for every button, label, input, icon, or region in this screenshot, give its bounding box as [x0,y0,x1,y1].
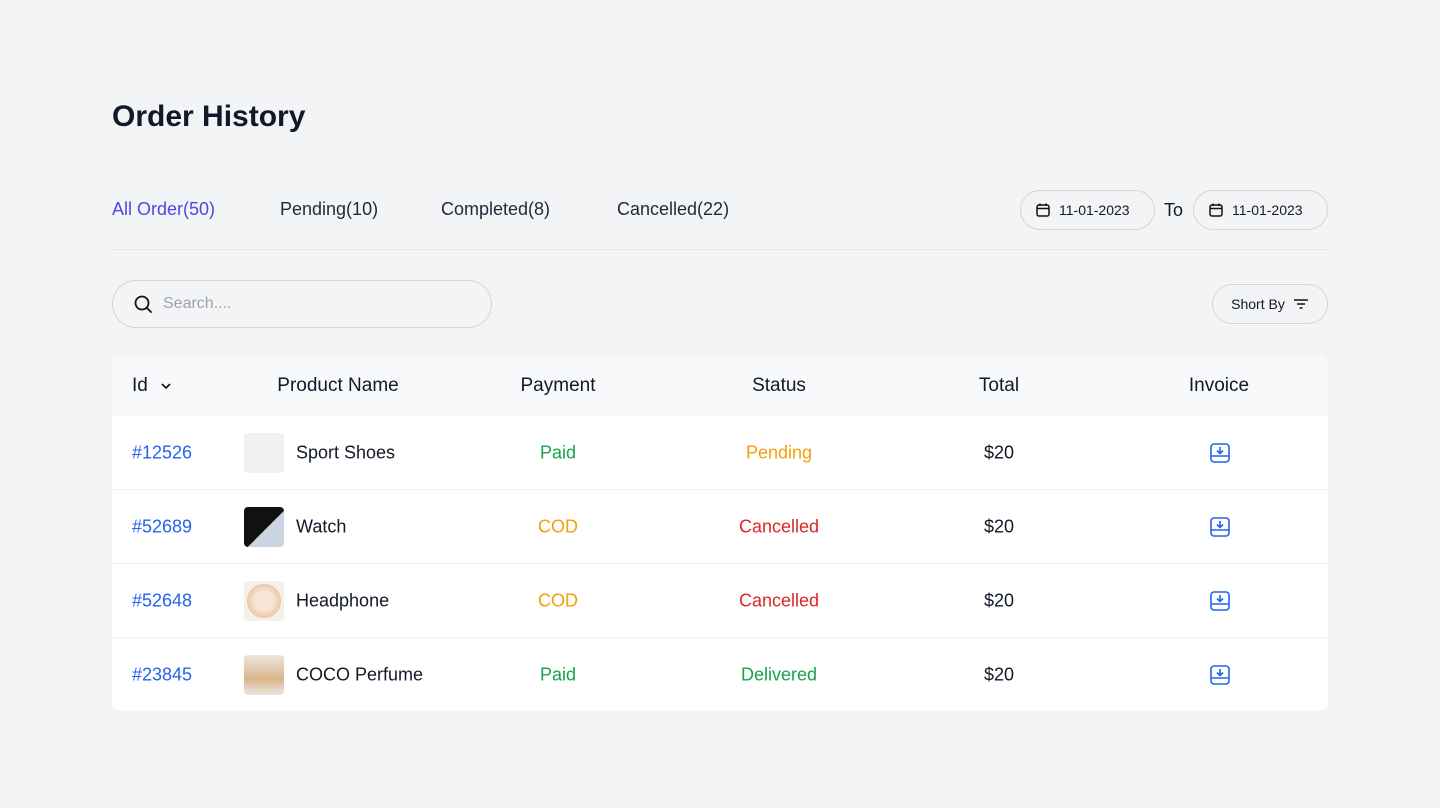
status: Cancelled [738,516,820,536]
product-image [244,581,284,621]
table-header: Id Product Name Payment Status Total Inv… [112,356,1328,416]
column-header: Total [978,375,1020,396]
product-name: COCO Perfume [296,664,424,684]
invoice-download[interactable] [1209,442,1231,464]
invoice-download[interactable] [1209,590,1231,612]
tab[interactable]: All Order(50) [112,199,216,219]
invoice-download[interactable] [1209,664,1231,686]
payment: Paid [539,664,577,684]
tab[interactable]: Completed(8) [441,199,551,219]
tab[interactable]: Cancelled(22) [617,199,730,219]
column-header: Product Name [277,375,399,396]
order-id[interactable]: #23845 [132,664,193,684]
status: Cancelled [738,590,820,610]
column-header: Status [752,375,806,396]
filter-icon [1293,299,1308,309]
calendar-icon [1036,203,1050,217]
date-text: 11-01-2023 [1059,202,1130,218]
date-separator: To [1164,200,1184,220]
total: $20 [983,442,1015,462]
product-image [244,433,284,473]
table-row: #12526 Sport Shoes Paid Pending $20 [112,416,1328,490]
order-id[interactable]: #52689 [132,516,193,536]
sort-label: Short By [1231,296,1285,312]
total: $20 [983,516,1015,536]
column-header[interactable]: Id [132,375,148,396]
page-title: Order History [112,100,306,133]
payment: COD [538,516,578,536]
divider [112,249,1328,250]
date-from[interactable]: 11-01-2023 [1020,190,1155,230]
invoice-download[interactable] [1209,516,1231,538]
order-id[interactable]: #12526 [132,442,193,462]
total: $20 [983,590,1015,610]
payment: Paid [539,442,577,462]
product-image [244,655,284,695]
order-id[interactable]: #52648 [132,590,193,610]
table-row: #52648 Headphone COD Cancelled $20 [112,564,1328,638]
date-text: 11-01-2023 [1232,202,1303,218]
product-name: Sport Shoes [296,442,396,462]
product-name: Watch [296,516,347,536]
table-row: #52689 Watch COD Cancelled $20 [112,490,1328,564]
status: Pending [745,442,813,462]
date-to[interactable]: 11-01-2023 [1193,190,1328,230]
tab[interactable]: Pending(10) [280,199,379,219]
search-icon [134,295,152,313]
orders-table: Id Product Name Payment Status Total Inv… [112,356,1328,711]
sort-button[interactable]: Short By [1212,284,1328,324]
table-row: #23845 COCO Perfume Paid Delivered $20 [112,638,1328,711]
search-placeholder: Search.... [163,295,232,312]
payment: COD [538,590,578,610]
search-box[interactable]: Search.... [112,280,492,328]
status: Delivered [740,664,818,684]
calendar-icon [1209,203,1223,217]
product-name: Headphone [296,590,390,610]
column-header: Payment [520,375,596,396]
sort-chevron[interactable] [160,381,172,391]
total: $20 [983,664,1015,684]
product-image [244,507,284,547]
column-header: Invoice [1188,375,1250,396]
